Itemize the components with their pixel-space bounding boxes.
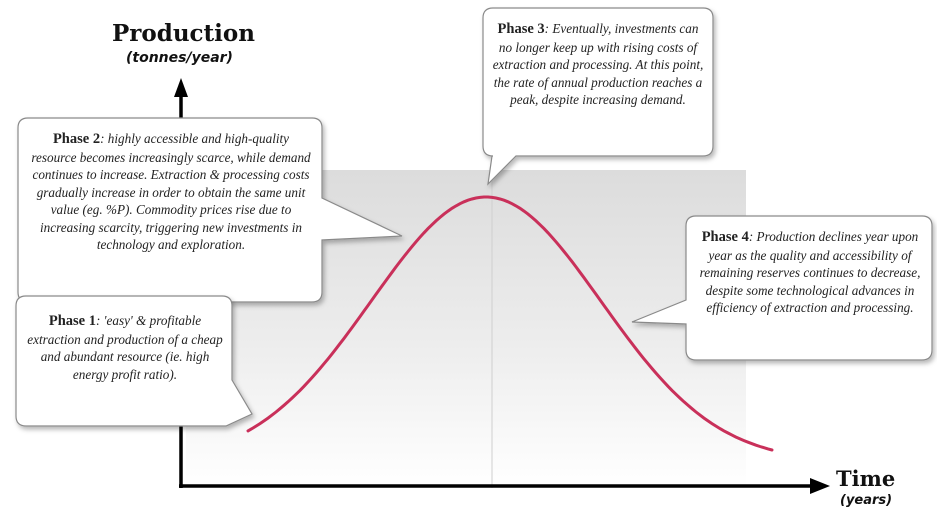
- phase-1-bubble: [15, 295, 253, 427]
- phase-2-bubble: [17, 117, 403, 303]
- phase-4-label: Phase 4: [701, 229, 749, 245]
- phase-4-text: : Production declines year upon year as …: [699, 229, 921, 315]
- phase-3-text: : Eventually, investments can no longer …: [492, 21, 704, 107]
- x-axis-title: Time: [836, 466, 896, 491]
- phase-1-text: : 'easy' & profitable extraction and pro…: [27, 313, 223, 382]
- phase-1-callout: Phase 1: 'easy' & profitable extraction …: [24, 312, 226, 383]
- phase-4-bubble: [631, 215, 933, 361]
- phase-3-bubble: [482, 7, 714, 186]
- x-axis-unit: (years): [840, 493, 893, 508]
- y-axis-title: Production: [112, 20, 255, 47]
- phase-2-label: Phase 2: [52, 131, 101, 147]
- phase-3-label: Phase 3: [497, 21, 545, 37]
- y-axis-arrow: [174, 78, 188, 97]
- phase-3-callout: Phase 3: Eventually, investments can no …: [490, 20, 706, 109]
- phase-4-callout: Phase 4: Production declines year upon y…: [694, 228, 926, 317]
- phase-1-label: Phase 1: [48, 313, 96, 329]
- production-curve: [246, 195, 774, 452]
- phase-2-text: : highly accessible and high-quality res…: [31, 131, 311, 252]
- x-axis-arrow: [810, 478, 830, 494]
- phase-2-callout: Phase 2: highly accessible and high-qual…: [30, 130, 312, 254]
- y-axis-unit: (tonnes/year): [126, 50, 233, 66]
